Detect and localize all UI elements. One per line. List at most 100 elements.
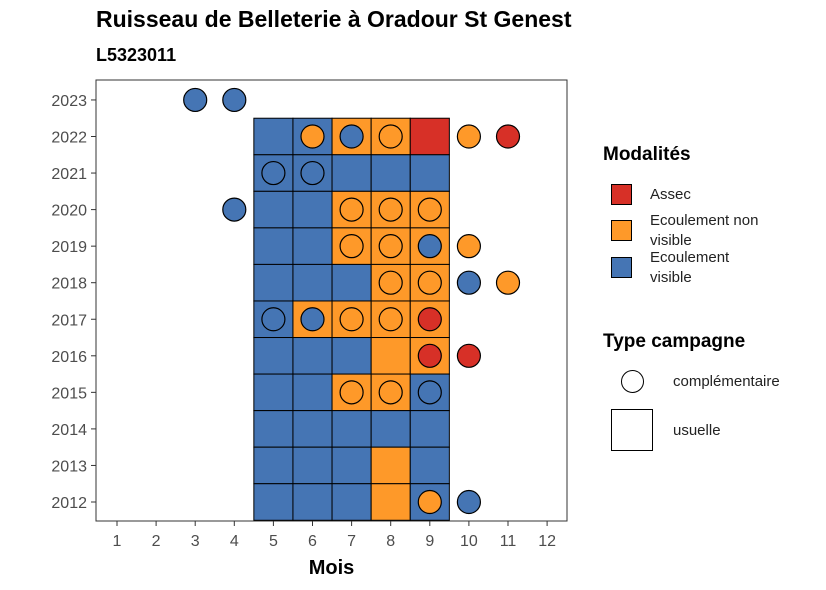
y-tick-label-2014: 2014 [51, 422, 87, 439]
x-tick-label-2: 2 [152, 533, 161, 550]
point-2015-9 [417, 380, 442, 405]
tile-2018-9 [409, 263, 450, 302]
point-2022-11 [495, 124, 521, 149]
point-2019-7 [339, 234, 364, 259]
legend-label-assec: Assec [650, 186, 691, 203]
point-2020-4 [222, 197, 247, 222]
tile-2012-8 [370, 483, 411, 521]
tile-2022-5 [253, 117, 294, 156]
point-2019-8 [378, 234, 403, 259]
y-tick-label-2017: 2017 [51, 312, 87, 329]
legend-label-ecoulement-non-visible: Ecoulement non visible [650, 212, 759, 249]
tile-2013-6 [292, 446, 333, 485]
point-2020-7 [339, 197, 364, 222]
x-tick-label-8: 8 [386, 533, 395, 550]
tile-2015-6 [292, 373, 333, 412]
x-tick-label-11: 11 [500, 533, 517, 550]
y-tick-label-2018: 2018 [51, 276, 87, 293]
point-2019-9 [417, 234, 442, 259]
tile-2012-5 [253, 483, 294, 521]
tile-2016-5 [253, 337, 294, 375]
tile-2012-7 [331, 483, 372, 521]
point-2022-8 [378, 124, 403, 149]
tile-2021-8 [370, 154, 411, 192]
x-tick-label-12: 12 [538, 533, 556, 550]
point-2019-10 [456, 234, 481, 259]
point-2017-6 [300, 307, 325, 332]
point-2023-4 [222, 87, 247, 113]
tile-2013-8 [370, 446, 411, 485]
legend-key-complementaire [621, 370, 644, 393]
tile-2018-6 [292, 263, 333, 302]
point-2018-11 [495, 270, 521, 295]
legend-label-ecoulement-visible: Ecoulement visible [650, 249, 730, 286]
chart-subtitle: L5323011 [96, 45, 177, 65]
tile-2013-5 [253, 446, 294, 485]
x-tick-label-5: 5 [269, 533, 278, 550]
tile-2020-6 [292, 190, 333, 229]
point-2021-5 [261, 160, 286, 186]
tile-2021-7 [331, 154, 372, 192]
y-tick-label-2015: 2015 [51, 385, 87, 402]
x-tick-label-1: 1 [113, 533, 122, 550]
point-2017-9 [417, 307, 442, 332]
legend-key-ecoulement-visible [611, 257, 632, 278]
tile-2020-5 [253, 190, 294, 229]
tile-2016-7 [331, 337, 372, 375]
x-tick-label-10: 10 [460, 533, 478, 550]
x-tick-label-4: 4 [230, 533, 239, 550]
y-tick-label-2019: 2019 [51, 239, 87, 256]
point-2012-9 [417, 489, 442, 515]
legend-label-usuelle: usuelle [673, 422, 721, 439]
tile-2019-6 [292, 227, 333, 265]
tile-2016-8 [370, 337, 411, 375]
legend-key-usuelle [611, 409, 653, 451]
tile-2014-7 [331, 410, 372, 448]
tile-2014-6 [292, 410, 333, 448]
point-2017-5 [261, 307, 286, 332]
point-2022-6 [300, 124, 325, 149]
x-tick-label-7: 7 [347, 533, 356, 550]
x-tick-label-3: 3 [191, 533, 200, 550]
point-2015-8 [378, 380, 403, 405]
legend-key-ecoulement-non-visible [611, 220, 632, 241]
tile-2018-7 [331, 263, 372, 302]
legend-label-complementaire: complémentaire [673, 373, 780, 390]
tile-2021-9 [409, 154, 450, 192]
tile-2014-8 [370, 410, 411, 448]
point-2018-10 [456, 270, 481, 295]
point-2016-9 [417, 343, 442, 368]
point-2018-8 [378, 270, 403, 295]
point-2016-10 [456, 343, 481, 368]
y-tick-label-2012: 2012 [51, 495, 87, 512]
y-tick-label-2013: 2013 [51, 458, 87, 475]
tile-2018-5 [253, 263, 294, 302]
y-tick-label-2023: 2023 [51, 93, 87, 110]
tile-2012-6 [292, 483, 333, 521]
tile-2013-7 [331, 446, 372, 485]
point-2021-6 [300, 160, 325, 186]
x-tick-label-9: 9 [425, 533, 434, 550]
tile-2016-6 [292, 337, 333, 375]
x-tick-label-6: 6 [308, 533, 317, 550]
legend-key-assec [611, 184, 632, 205]
point-2020-8 [378, 197, 403, 222]
tile-2015-5 [253, 373, 294, 412]
chart-title: Ruisseau de Belleterie à Oradour St Gene… [96, 6, 572, 32]
point-2015-7 [339, 380, 364, 405]
point-2020-9 [417, 197, 442, 222]
y-tick-label-2022: 2022 [51, 130, 87, 147]
point-2018-9 [417, 270, 442, 295]
legend-type-campagne-title: Type campagne [603, 331, 746, 352]
tile-2014-9 [409, 410, 450, 448]
x-axis-title: Mois [309, 557, 355, 579]
point-2022-7 [339, 124, 364, 149]
legend-modalites-title: Modalités [603, 144, 691, 165]
point-2012-10 [456, 489, 481, 515]
point-2023-3 [183, 87, 208, 113]
point-2017-8 [378, 307, 403, 332]
tile-2019-5 [253, 227, 294, 265]
y-tick-label-2016: 2016 [51, 349, 87, 366]
y-tick-label-2020: 2020 [51, 203, 87, 220]
